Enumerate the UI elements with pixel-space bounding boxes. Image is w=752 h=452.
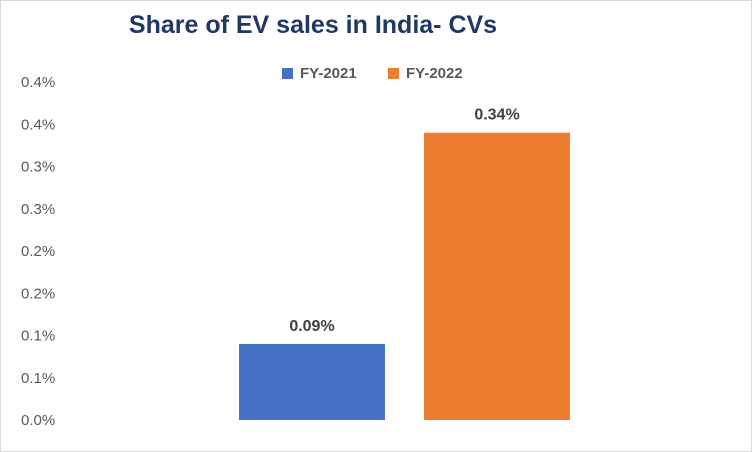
- y-tick-label: 0.3%: [21, 201, 55, 218]
- data-label-fy-2022: 0.34%: [474, 107, 519, 124]
- y-tick-label: 0.0%: [21, 412, 55, 429]
- y-tick-label: 0.2%: [21, 243, 55, 260]
- data-label-fy-2021: 0.09%: [289, 318, 334, 335]
- bar-fy-2021: [239, 344, 385, 420]
- bar-fy-2022: [424, 133, 570, 420]
- y-tick-label: 0.1%: [21, 328, 55, 345]
- y-tick-label: 0.4%: [21, 116, 55, 133]
- y-tick-label: 0.1%: [21, 370, 55, 387]
- y-tick-label: 0.4%: [21, 74, 55, 91]
- y-tick-label: 0.3%: [21, 159, 55, 176]
- chart-area: Share of EV sales in India- CVs FY-2021 …: [0, 0, 752, 452]
- plot-area: 0.0% 0.1% 0.1% 0.2% 0.2% 0.3% 0.3% 0.4% 0.4% 0.09…: [1, 1, 751, 451]
- y-tick-label: 0.2%: [21, 285, 55, 302]
